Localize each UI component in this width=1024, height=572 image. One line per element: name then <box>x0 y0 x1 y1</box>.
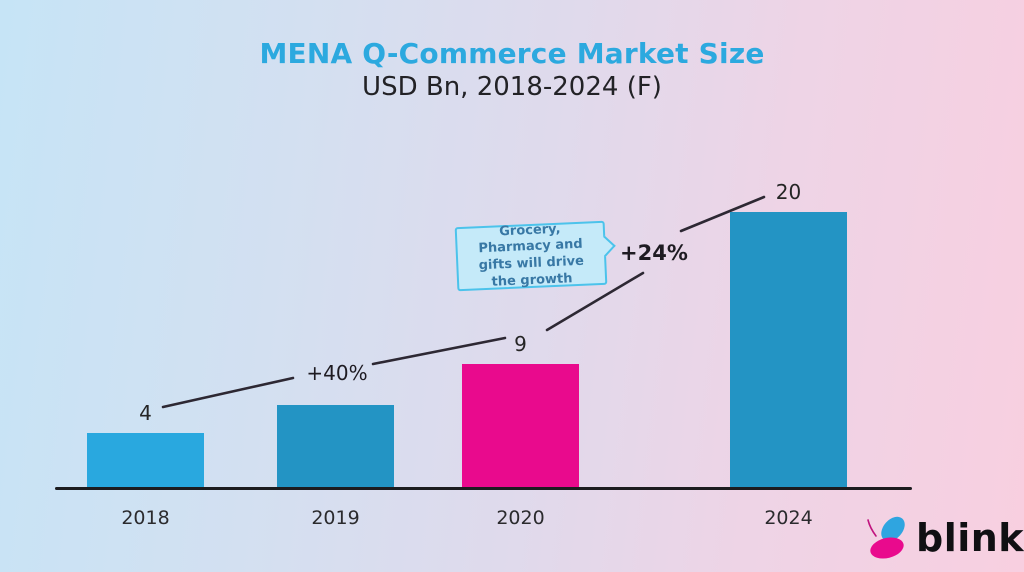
value-label-2024: 20 <box>775 180 802 204</box>
growth-annotation-40: +40% <box>306 361 368 385</box>
chart-subtitle: USD Bn, 2018-2024 (F) <box>362 72 662 103</box>
bar-2024 <box>730 212 847 488</box>
x-tick-2019: 2019 <box>311 507 360 529</box>
callout-bubble: Grocery, Pharmacy and gifts will drive t… <box>454 220 608 292</box>
blink-logo: blink <box>862 512 1024 564</box>
bar-2018 <box>87 433 204 488</box>
value-label-2020: 9 <box>514 332 527 356</box>
chart-header: MENA Q-Commerce Market Size USD Bn, 2018… <box>0 37 1024 103</box>
butterfly-icon <box>867 516 905 559</box>
x-tick-2018: 2018 <box>121 507 170 529</box>
value-label-2018: 4 <box>139 401 152 425</box>
x-tick-2024: 2024 <box>764 507 813 529</box>
bar-2020 <box>462 364 579 488</box>
x-tick-2020: 2020 <box>496 507 545 529</box>
growth-annotation-24: +24% <box>620 241 688 265</box>
callout-text: Grocery, Pharmacy and gifts will drive t… <box>478 221 585 290</box>
chart-title: MENA Q-Commerce Market Size <box>259 37 765 70</box>
bar-2019 <box>277 405 394 488</box>
blink-logo-text: blink <box>916 516 1024 560</box>
x-axis-line <box>55 487 912 490</box>
